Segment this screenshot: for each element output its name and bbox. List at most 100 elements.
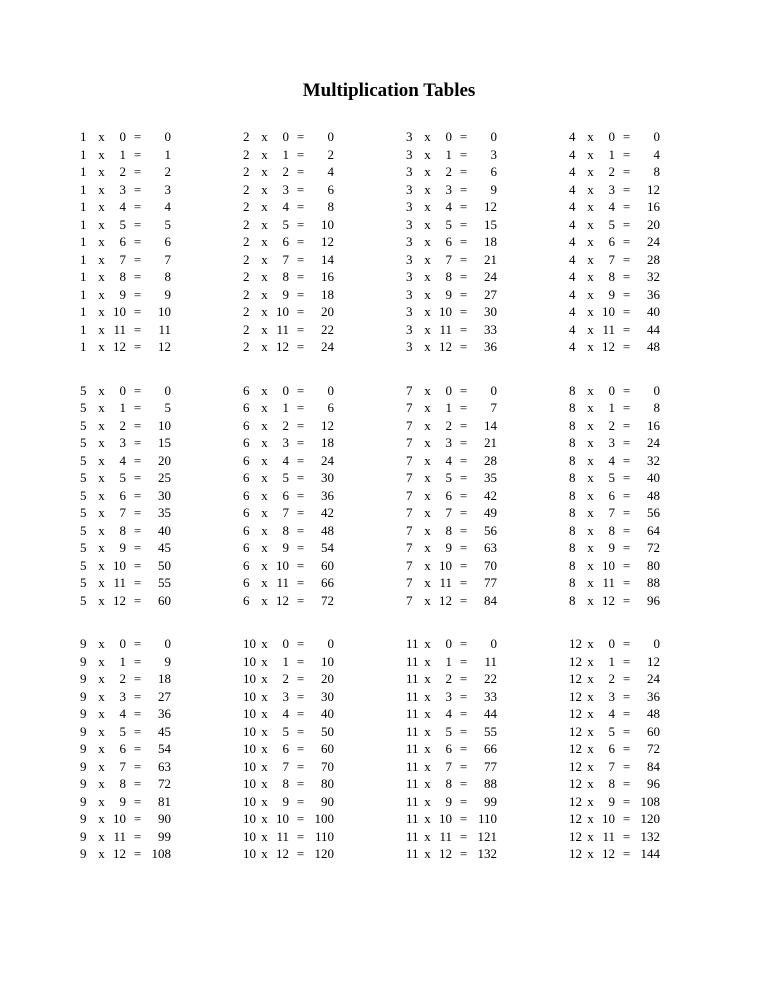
- multiplicand: 12: [569, 705, 585, 723]
- equals-sign: =: [132, 539, 143, 557]
- product: 5: [143, 399, 171, 417]
- equals-sign: =: [621, 128, 632, 146]
- table-row: 10x8=80: [243, 775, 372, 793]
- equals-sign: =: [295, 399, 306, 417]
- multiplicand: 10: [243, 635, 259, 653]
- multiplier: 6: [107, 233, 126, 251]
- table-row: 3x8=24: [406, 268, 535, 286]
- product: 96: [632, 592, 660, 610]
- multiplier: 5: [596, 723, 615, 741]
- equals-sign: =: [621, 635, 632, 653]
- multiplier: 3: [270, 181, 289, 199]
- multiplicand: 2: [243, 198, 259, 216]
- multiplicand: 11: [406, 670, 422, 688]
- product: 40: [306, 705, 334, 723]
- multiplier: 3: [107, 181, 126, 199]
- multiplicand: 9: [80, 775, 96, 793]
- operator-x: x: [96, 775, 107, 793]
- table-row: 9x0=0: [80, 635, 209, 653]
- multiplier: 12: [107, 845, 126, 863]
- product: 84: [632, 758, 660, 776]
- product: 60: [306, 740, 334, 758]
- operator-x: x: [259, 845, 270, 863]
- operator-x: x: [259, 469, 270, 487]
- equals-sign: =: [132, 338, 143, 356]
- multiplier: 11: [596, 574, 615, 592]
- table-row: 10x7=70: [243, 758, 372, 776]
- product: 54: [306, 539, 334, 557]
- multiplier: 12: [433, 338, 452, 356]
- product: 44: [469, 705, 497, 723]
- product: 8: [306, 198, 334, 216]
- multiplicand: 2: [243, 128, 259, 146]
- table-row: 3x11=33: [406, 321, 535, 339]
- multiplier: 5: [270, 723, 289, 741]
- equals-sign: =: [621, 303, 632, 321]
- product: 4: [143, 198, 171, 216]
- equals-sign: =: [458, 338, 469, 356]
- operator-x: x: [259, 775, 270, 793]
- multiplicand: 6: [243, 469, 259, 487]
- multiplicand: 5: [80, 382, 96, 400]
- product: 132: [632, 828, 660, 846]
- multiplier: 8: [270, 775, 289, 793]
- operator-x: x: [259, 417, 270, 435]
- multiplicand: 5: [80, 522, 96, 540]
- equals-sign: =: [458, 758, 469, 776]
- table-row: 1x2=2: [80, 163, 209, 181]
- equals-sign: =: [132, 181, 143, 199]
- product: 20: [632, 216, 660, 234]
- product: 16: [632, 198, 660, 216]
- operator-x: x: [585, 670, 596, 688]
- operator-x: x: [422, 146, 433, 164]
- table-row: 11x1=11: [406, 653, 535, 671]
- operator-x: x: [96, 539, 107, 557]
- equals-sign: =: [458, 146, 469, 164]
- product: 16: [632, 417, 660, 435]
- multiplier: 6: [596, 233, 615, 251]
- table-block-1: 1x0=01x1=11x2=21x3=31x4=41x5=51x6=61x7=7…: [80, 128, 209, 356]
- table-block-5: 5x0=05x1=55x2=105x3=155x4=205x5=255x6=30…: [80, 382, 209, 610]
- product: 50: [306, 723, 334, 741]
- operator-x: x: [96, 321, 107, 339]
- equals-sign: =: [621, 417, 632, 435]
- operator-x: x: [585, 723, 596, 741]
- table-row: 6x0=0: [243, 382, 372, 400]
- multiplicand: 3: [406, 163, 422, 181]
- multiplier: 4: [596, 705, 615, 723]
- operator-x: x: [585, 522, 596, 540]
- multiplier: 6: [596, 740, 615, 758]
- product: 24: [306, 452, 334, 470]
- multiplicand: 3: [406, 128, 422, 146]
- table-row: 6x10=60: [243, 557, 372, 575]
- table-row: 11x6=66: [406, 740, 535, 758]
- product: 42: [469, 487, 497, 505]
- multiplier: 11: [433, 321, 452, 339]
- multiplicand: 12: [569, 670, 585, 688]
- multiplicand: 3: [406, 146, 422, 164]
- operator-x: x: [96, 828, 107, 846]
- operator-x: x: [259, 793, 270, 811]
- table-row: 4x2=8: [569, 163, 698, 181]
- operator-x: x: [96, 469, 107, 487]
- operator-x: x: [585, 557, 596, 575]
- multiplier: 8: [270, 268, 289, 286]
- product: 7: [143, 251, 171, 269]
- multiplicand: 8: [569, 592, 585, 610]
- table-row: 3x4=12: [406, 198, 535, 216]
- product: 108: [143, 845, 171, 863]
- product: 66: [306, 574, 334, 592]
- equals-sign: =: [295, 338, 306, 356]
- multiplier: 0: [107, 635, 126, 653]
- table-row: 1x10=10: [80, 303, 209, 321]
- table-row: 4x0=0: [569, 128, 698, 146]
- equals-sign: =: [621, 452, 632, 470]
- operator-x: x: [96, 382, 107, 400]
- multiplier: 6: [433, 487, 452, 505]
- product: 55: [469, 723, 497, 741]
- multiplier: 12: [433, 592, 452, 610]
- product: 81: [143, 793, 171, 811]
- equals-sign: =: [621, 775, 632, 793]
- table-row: 1x0=0: [80, 128, 209, 146]
- product: 144: [632, 845, 660, 863]
